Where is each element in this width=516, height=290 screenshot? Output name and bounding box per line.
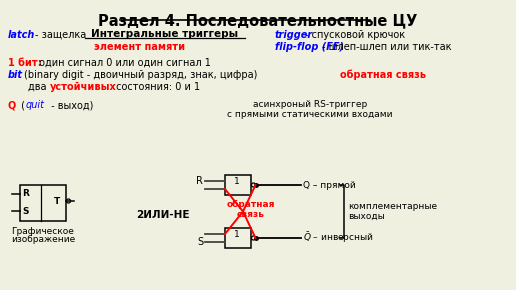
Text: Интегральные триггеры: Интегральные триггеры bbox=[91, 29, 238, 39]
Text: trigger: trigger bbox=[275, 30, 313, 40]
Text: один сигнал 0 или один сигнал 1: один сигнал 0 или один сигнал 1 bbox=[36, 58, 211, 68]
Text: комплементарные
выходы: комплементарные выходы bbox=[348, 202, 437, 221]
Text: - защелка: - защелка bbox=[35, 30, 86, 40]
Text: flip-flop (FF): flip-flop (FF) bbox=[275, 42, 344, 52]
Text: R: R bbox=[23, 189, 29, 198]
Text: Q – прямой: Q – прямой bbox=[303, 180, 356, 189]
Text: - спусковой крючок: - спусковой крючок bbox=[305, 30, 405, 40]
Text: quit: quit bbox=[26, 100, 45, 110]
Text: Q: Q bbox=[8, 100, 16, 110]
Text: (: ( bbox=[18, 100, 25, 110]
Text: состояния: 0 и 1: состояния: 0 и 1 bbox=[113, 82, 200, 92]
Text: с прямыми статическими входами: с прямыми статическими входами bbox=[227, 110, 393, 119]
Text: 1 бит:: 1 бит: bbox=[8, 58, 42, 68]
Text: 1: 1 bbox=[234, 177, 240, 186]
Text: Раздел 4. Последовательностные ЦУ: Раздел 4. Последовательностные ЦУ bbox=[99, 13, 417, 28]
Text: обратная
связь: обратная связь bbox=[227, 200, 275, 219]
Text: 2ИЛИ-НЕ: 2ИЛИ-НЕ bbox=[136, 210, 190, 220]
Text: асинхроный RS-триггер: асинхроный RS-триггер bbox=[253, 100, 367, 109]
Text: R: R bbox=[196, 176, 203, 186]
Text: устойчивых: устойчивых bbox=[50, 82, 117, 92]
Bar bbox=[225, 175, 251, 195]
Text: S: S bbox=[23, 206, 29, 215]
Text: T: T bbox=[54, 197, 60, 206]
Text: элемент памяти: элемент памяти bbox=[94, 42, 186, 52]
Text: Графическое: Графическое bbox=[11, 227, 74, 236]
Text: $\bar{Q}$ – инверсный: $\bar{Q}$ – инверсный bbox=[303, 231, 374, 245]
Text: (binary digit - двоичный разряд, знак, цифра): (binary digit - двоичный разряд, знак, ц… bbox=[24, 70, 257, 80]
Text: bit: bit bbox=[8, 70, 23, 80]
Bar bbox=[225, 228, 251, 248]
Text: изображение: изображение bbox=[11, 235, 75, 244]
Text: - выход): - выход) bbox=[48, 100, 93, 110]
Text: latch: latch bbox=[8, 30, 36, 40]
Text: - шлеп-шлеп или тик-так: - шлеп-шлеп или тик-так bbox=[322, 42, 452, 52]
Text: обратная связь: обратная связь bbox=[340, 70, 426, 81]
Text: 1: 1 bbox=[234, 230, 240, 239]
Text: S: S bbox=[197, 237, 203, 247]
Bar bbox=[20, 185, 66, 221]
Text: два: два bbox=[28, 82, 50, 92]
